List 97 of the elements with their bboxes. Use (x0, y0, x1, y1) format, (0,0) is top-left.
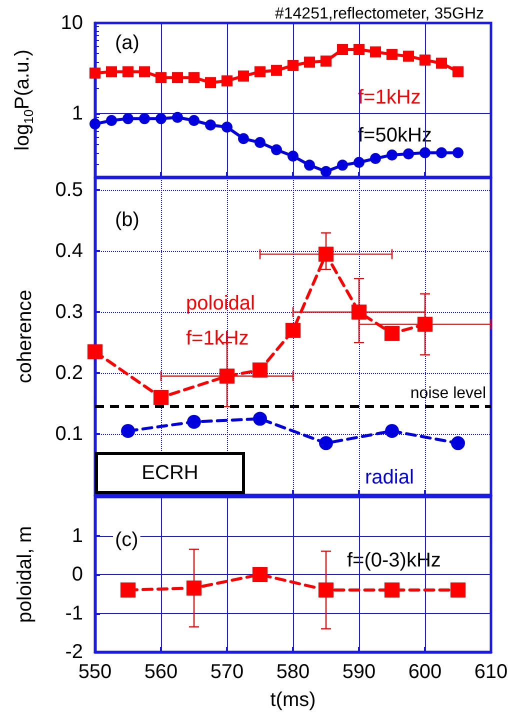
point (172, 72, 183, 84)
point (188, 72, 200, 84)
point (271, 64, 282, 76)
point (451, 436, 465, 450)
point (139, 113, 150, 124)
point (385, 424, 399, 438)
point (337, 160, 348, 171)
point (187, 414, 201, 429)
point (286, 322, 300, 338)
point (254, 66, 266, 78)
point (220, 368, 234, 384)
point (254, 137, 266, 148)
y-tick-label: 1 (72, 524, 83, 547)
point (90, 68, 100, 79)
point (319, 436, 333, 450)
point (238, 133, 249, 144)
point (403, 50, 414, 62)
point (370, 46, 381, 58)
point (403, 148, 414, 160)
point (420, 54, 430, 66)
y-tick-label: 1 (72, 102, 83, 125)
chart-title: #14251,reflectometer, 35GHz (274, 6, 484, 22)
point (252, 362, 268, 378)
point (386, 149, 398, 160)
y-tick-label: 0.2 (55, 362, 83, 384)
x-tick-label: 570 (210, 661, 244, 683)
y-tick-label: 0.1 (55, 423, 83, 446)
point (288, 150, 298, 162)
point (156, 72, 166, 84)
point (420, 147, 430, 158)
y-axis-title: log10P(a.u.) (12, 49, 36, 151)
y-tick-label: 0.3 (55, 301, 83, 324)
point (120, 582, 136, 598)
y-axis-title: coherence (14, 290, 36, 384)
point (318, 582, 334, 598)
y-tick-label: 10 (60, 12, 83, 34)
point (318, 246, 334, 262)
point (384, 582, 400, 598)
point (436, 58, 447, 69)
point (121, 424, 135, 438)
point (172, 112, 183, 123)
point (337, 44, 348, 56)
y-axis-title: poloidal, m (14, 526, 36, 623)
point (320, 56, 332, 67)
annotation: (a) (115, 32, 140, 54)
point (452, 147, 464, 158)
point (188, 115, 200, 126)
annotation: (c) (115, 529, 138, 551)
annotation: (b) (115, 209, 140, 231)
point (90, 118, 100, 130)
y-tick-label: 0.4 (55, 240, 83, 262)
y-tick-label: -2 (65, 641, 83, 663)
point (222, 75, 232, 86)
point (205, 77, 216, 88)
point (253, 412, 267, 426)
point (436, 147, 447, 158)
point (271, 144, 282, 156)
point (370, 153, 381, 164)
point (320, 166, 332, 177)
point (354, 44, 364, 56)
point (288, 60, 298, 71)
ref-line-label: noise level (410, 385, 486, 402)
y-tick-label: 0 (72, 564, 83, 586)
series-label: poloidal f=1kHz (186, 292, 261, 350)
x-tick-label: 580 (276, 661, 310, 683)
series-label: radial (365, 466, 414, 488)
x-tick-label: 610 (474, 661, 508, 683)
point (384, 326, 400, 341)
x-tick-label: 590 (342, 661, 376, 683)
point (354, 156, 364, 168)
point (450, 582, 466, 598)
point (205, 119, 216, 130)
point (304, 160, 315, 171)
point (238, 70, 249, 82)
point (252, 567, 268, 582)
point (122, 66, 134, 78)
point (106, 115, 117, 126)
point (139, 66, 150, 78)
point (452, 66, 464, 78)
point (186, 580, 202, 596)
point (156, 113, 166, 124)
point (418, 316, 432, 332)
x-tick-label: 550 (78, 661, 112, 683)
y-tick-label: 0.5 (55, 179, 83, 202)
y-tick-label: -1 (65, 602, 83, 624)
point (352, 304, 366, 320)
framed-label: ECRH (95, 452, 245, 494)
point (386, 48, 398, 60)
point (304, 56, 315, 68)
x-tick-label: 600 (408, 661, 442, 683)
x-axis-title: t(ms) (270, 689, 316, 711)
point (122, 113, 134, 124)
point (222, 122, 232, 133)
point (88, 344, 102, 360)
x-tick-label: 560 (144, 661, 178, 683)
point (106, 66, 117, 78)
point (154, 390, 168, 405)
